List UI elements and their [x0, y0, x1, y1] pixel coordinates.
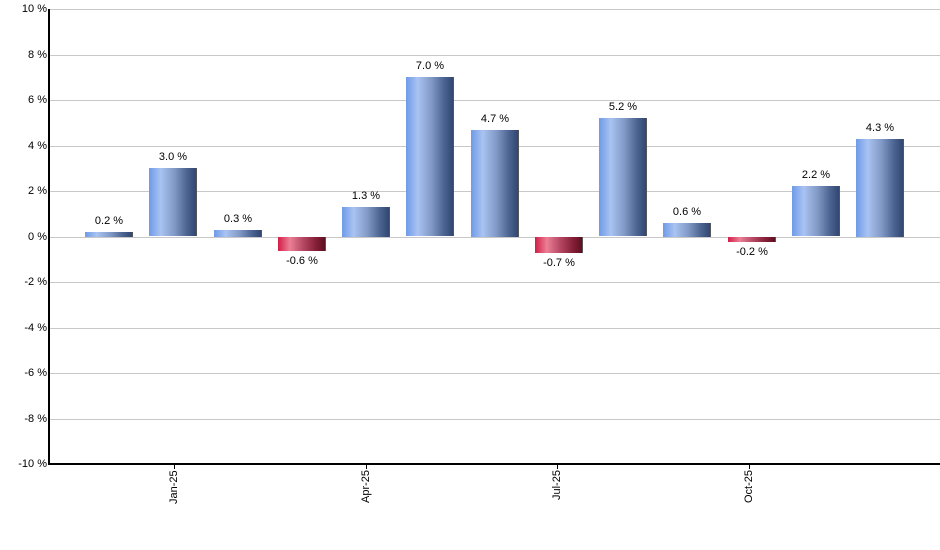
gridline	[49, 237, 940, 238]
bar-value-label: 5.2 %	[608, 101, 638, 113]
gridline	[49, 282, 940, 283]
bar-jan-25	[149, 168, 197, 236]
bar-jul-25	[535, 237, 583, 253]
bar-value-label: -0.6 %	[286, 255, 318, 267]
gridline	[49, 373, 940, 374]
bar-nov-25	[792, 186, 840, 236]
y-tick-label: 4 %	[28, 140, 47, 152]
bar-apr-25	[342, 207, 390, 237]
bar-value-label: 2.2 %	[801, 169, 831, 181]
bar-value-label: 0.3 %	[223, 213, 253, 225]
y-tick-label: 10 %	[21, 3, 47, 15]
y-tick-label: -6 %	[24, 367, 47, 379]
bar-aug-25	[599, 118, 647, 236]
bar-feb-25	[214, 230, 262, 237]
x-tick-mark	[174, 465, 175, 469]
y-tick-label: -4 %	[24, 322, 47, 334]
bar-jun-25	[471, 130, 519, 237]
bar-value-label: 7.0 %	[415, 60, 445, 72]
y-tick-label: -10 %	[18, 458, 47, 470]
gridline	[49, 55, 940, 56]
bar-mar-25	[278, 237, 326, 251]
x-axis-line	[48, 463, 940, 465]
x-tick-label: Apr-25	[360, 469, 372, 503]
y-tick-label: 0 %	[28, 231, 47, 243]
bar-value-label: -0.2 %	[736, 246, 768, 258]
bar-value-label: 1.3 %	[351, 190, 381, 202]
x-tick-mark	[557, 465, 558, 469]
gridline	[49, 9, 940, 10]
bar-may-25	[406, 77, 454, 236]
x-tick-mark	[366, 465, 367, 469]
bar-value-label: -0.7 %	[543, 257, 575, 269]
bar-dec-24	[85, 232, 133, 237]
gridline	[49, 419, 940, 420]
y-tick-label: 8 %	[28, 49, 47, 61]
gridline	[49, 100, 940, 101]
bar-value-label: 0.2 %	[94, 215, 124, 227]
bar-oct-25	[728, 237, 776, 242]
y-tick-label: -2 %	[24, 276, 47, 288]
y-tick-label: 2 %	[28, 185, 47, 197]
bar-sep-25	[663, 223, 711, 237]
bar-value-label: 4.3 %	[865, 122, 895, 134]
gridline	[49, 328, 940, 329]
y-tick-label: 6 %	[28, 94, 47, 106]
bar-value-label: 3.0 %	[158, 151, 188, 163]
y-axis-line	[48, 9, 50, 465]
bar-dec-25	[856, 139, 904, 237]
x-tick-label: Jan-25	[168, 470, 180, 504]
y-tick-label: -8 %	[24, 413, 47, 425]
x-tick-label: Oct-25	[743, 469, 755, 503]
x-tick-label: Jul-25	[551, 470, 563, 500]
bar-value-label: 4.7 %	[480, 113, 510, 125]
x-tick-mark	[749, 465, 750, 469]
bar-value-label: 0.6 %	[672, 206, 702, 218]
